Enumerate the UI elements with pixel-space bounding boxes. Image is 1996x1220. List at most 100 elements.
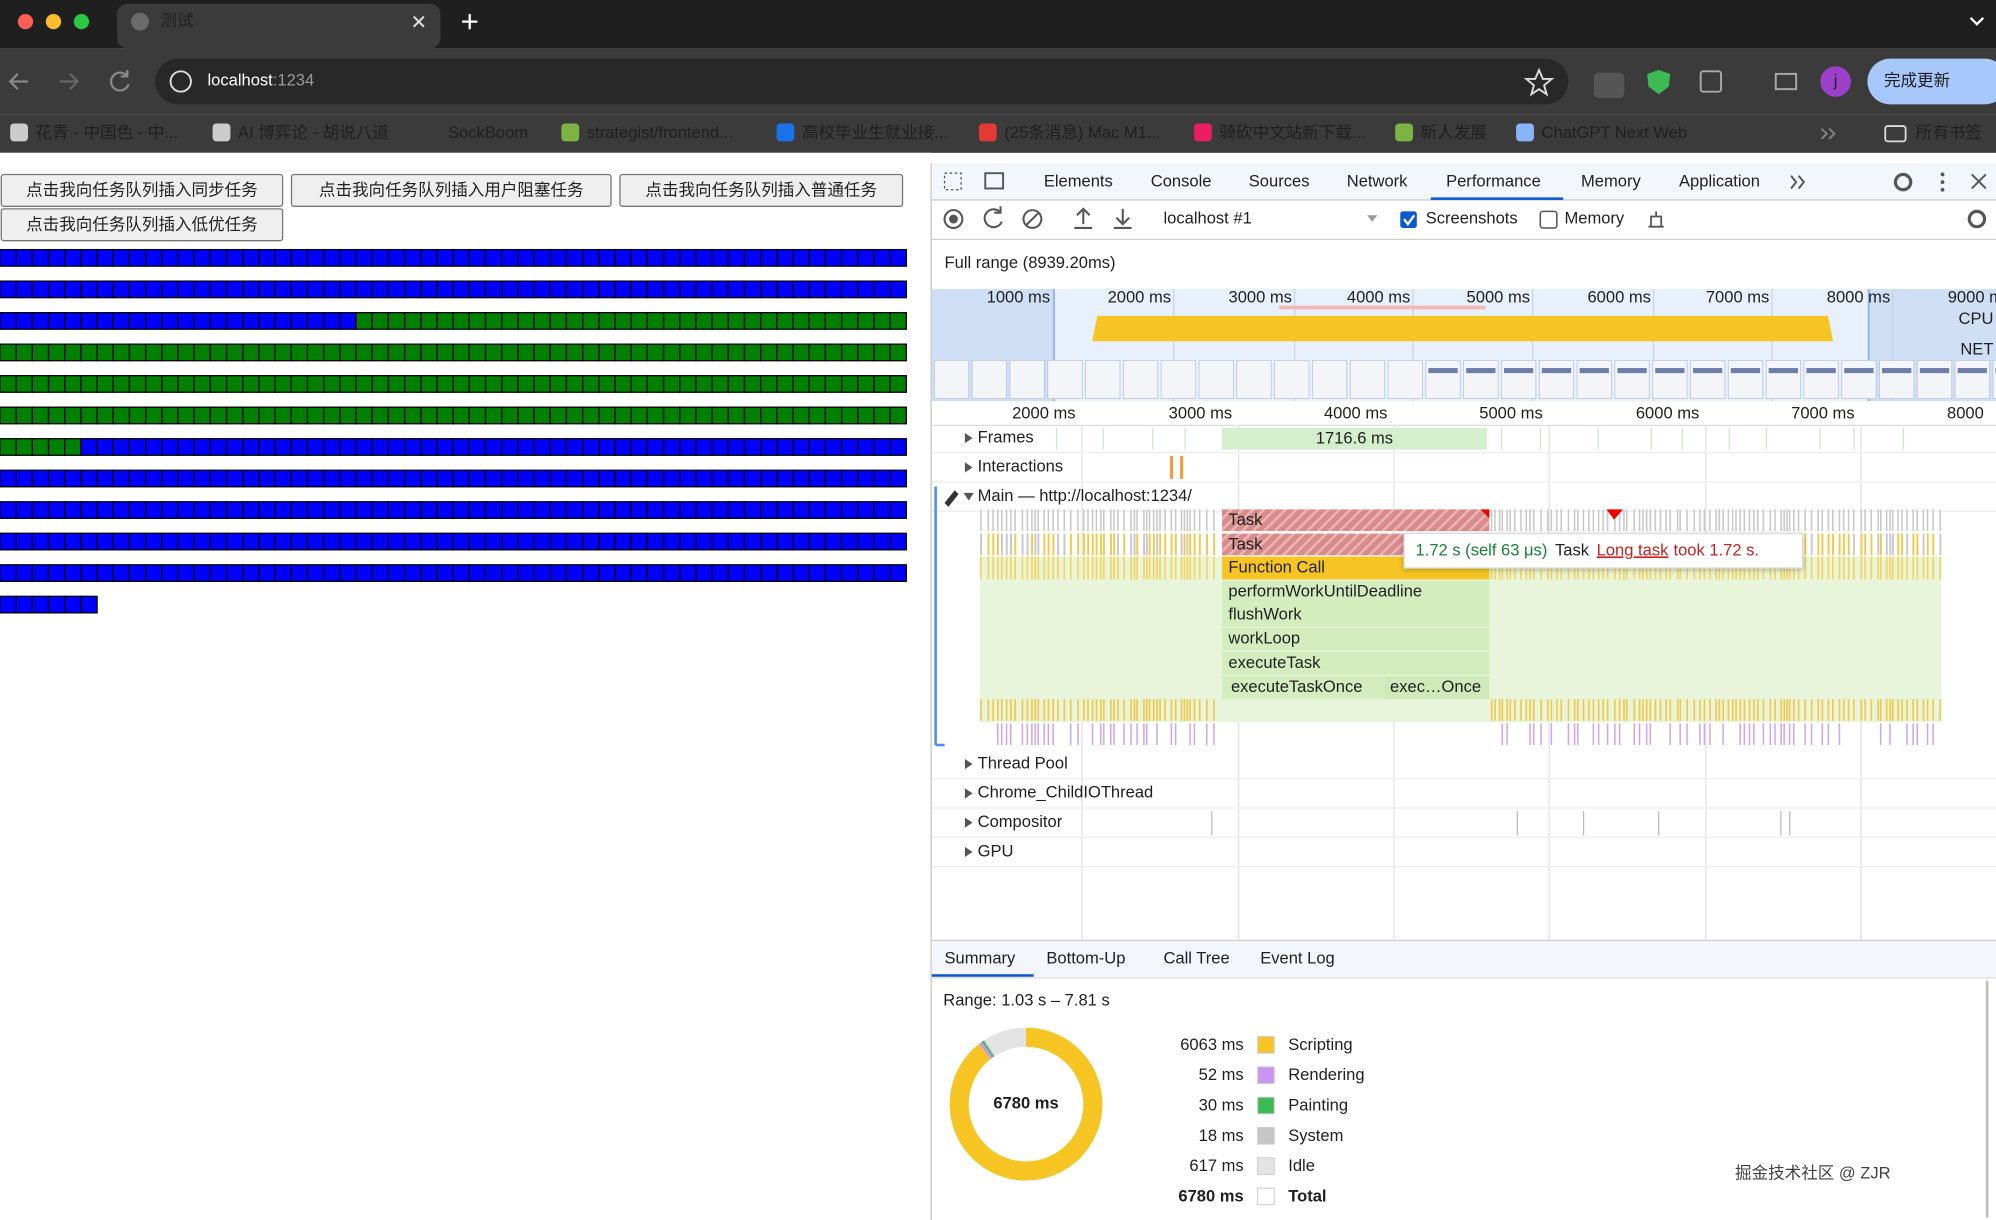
task-block [614,375,632,393]
bookmark[interactable]: (25条消息) Mac M1... [1004,123,1160,142]
bookmark[interactable]: AI 博弈论 - 胡说八道 [238,123,389,142]
profile-initial[interactable]: j [1833,71,1838,90]
devtools-tab[interactable]: Sources [1249,171,1310,190]
task-button-label[interactable]: 点击我向任务队列插入同步任务 [26,180,258,199]
extension-off[interactable] [1593,72,1625,99]
bookmark[interactable]: SockBoom [448,123,528,142]
reload-button[interactable] [110,70,130,92]
task-button-label[interactable]: 点击我向任务队列插入普通任务 [645,180,877,199]
track-label[interactable]: Interactions [978,457,1064,476]
extension-shield[interactable] [1647,70,1671,95]
track-label[interactable]: GPU [978,841,1014,860]
track-toggle[interactable] [964,846,973,858]
window-button[interactable] [17,14,34,30]
window-button[interactable] [73,14,90,30]
task-block [646,564,665,582]
task-stripe [1926,533,1929,556]
reading-list[interactable] [1774,72,1798,91]
bookmark-star[interactable] [1523,67,1555,97]
device-icon[interactable] [984,172,1005,190]
screenshots-label[interactable]: Screenshots [1426,208,1518,227]
panel-tab[interactable]: Event Log [1260,948,1335,967]
bookmark[interactable]: 所有书签 [1916,123,1982,142]
close-devtools[interactable] [1971,173,1987,190]
screenshots-checkbox[interactable] [1400,211,1417,228]
task-block [177,501,195,519]
url[interactable]: localhost:1234 [207,71,314,90]
track-label[interactable]: Main — http://localhost:1234/ [978,486,1193,505]
update-button-label[interactable]: 完成更新 [1884,71,1950,90]
track-toggle[interactable] [963,492,974,501]
track-label[interactable]: Chrome_ChildIOThread [978,783,1154,802]
settings[interactable] [1893,172,1913,192]
tab[interactable] [117,3,441,49]
track-label[interactable]: Frames [978,427,1034,446]
devtools-tab[interactable]: Application [1679,171,1760,190]
track-label[interactable]: Thread Pool [978,753,1068,772]
window-button[interactable] [45,14,62,30]
task-button-label[interactable]: 点击我向任务队列插入用户阻塞任务 [319,180,584,199]
task-block [209,438,228,456]
update-button[interactable] [1867,58,1996,105]
task-button[interactable] [619,173,904,207]
inspect-icon[interactable] [943,172,962,191]
task-button-label[interactable]: 点击我向任务队列插入低优任务 [26,215,258,234]
bookmarks-overflow[interactable] [1820,127,1836,140]
bookmark[interactable]: 骑砍中文站新下载... [1219,123,1365,142]
menu-dot[interactable] [1940,172,1945,177]
more-tabs[interactable] [1790,175,1806,190]
bookmark[interactable]: ChatGPT Next Web [1542,123,1688,142]
bookmark[interactable]: strategist/frontend... [587,123,733,142]
task-block [662,532,681,551]
menu-dot[interactable] [1940,187,1945,192]
task-block [792,406,810,425]
task-block [80,375,98,393]
panel-tab[interactable]: Summary [945,948,1017,967]
devtools-tab[interactable]: Network [1347,171,1408,190]
summary-category: Painting [1288,1096,1348,1115]
bookmark[interactable]: 新人发展 [1421,123,1487,142]
gc-icon[interactable] [1648,211,1664,228]
bookmark[interactable]: 花青 - 中国色 - 中... [36,123,178,142]
overview-tick: 5000 ms [1467,287,1530,306]
task-button[interactable] [0,173,284,207]
upload[interactable] [1074,207,1093,229]
memory-label[interactable]: Memory [1564,208,1624,227]
download[interactable] [1113,208,1132,229]
track-toggle[interactable] [964,788,973,799]
panel-tab[interactable]: Bottom-Up [1046,948,1125,967]
back-button[interactable] [8,73,29,90]
extension-puzzle[interactable] [1699,70,1722,93]
tab-menu[interactable] [1969,17,1985,26]
task-button[interactable] [290,173,612,207]
task-block [15,406,34,425]
microtask-stripe [1686,699,1688,721]
recording-select[interactable]: localhost #1 [1163,208,1251,227]
devtools-tab[interactable]: Console [1151,171,1212,190]
capture-settings[interactable] [1967,209,1987,229]
task-block [840,280,859,299]
task-button[interactable] [0,208,284,242]
reload-record[interactable] [983,206,1003,229]
devtools-tab[interactable]: Performance [1446,171,1541,190]
track-label[interactable]: Compositor [978,812,1063,831]
memory-checkbox[interactable] [1539,210,1558,229]
panel-tab[interactable]: Call Tree [1163,948,1229,967]
forward-button[interactable] [59,73,80,90]
devtools-tab[interactable]: Elements [1044,171,1113,190]
site-info[interactable] [169,70,192,93]
clear[interactable] [1022,209,1043,229]
record[interactable] [943,209,964,229]
devtools-tab[interactable]: Memory [1581,171,1641,190]
track-toggle[interactable] [964,432,973,444]
track-toggle[interactable] [964,462,973,473]
task-block [630,312,649,330]
track-toggle[interactable] [964,817,973,828]
track-toggle[interactable] [964,758,973,770]
bookmark[interactable]: 高校毕业生就业接... [802,123,948,142]
profile-avatar[interactable] [1820,66,1851,97]
omnibox[interactable] [155,58,1569,105]
new-tab[interactable] [462,14,478,30]
tab-close[interactable] [412,15,425,28]
menu-dot[interactable] [1940,180,1945,185]
